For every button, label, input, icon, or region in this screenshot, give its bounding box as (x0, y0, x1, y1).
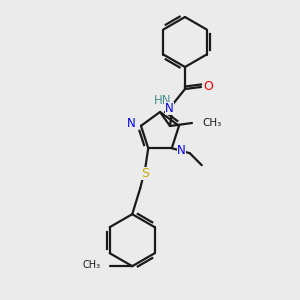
Text: N: N (127, 117, 136, 130)
Text: O: O (203, 80, 213, 92)
Text: CH₃: CH₃ (202, 118, 221, 128)
Text: CH₃: CH₃ (82, 260, 100, 270)
Text: N: N (177, 144, 185, 157)
Text: S: S (141, 167, 149, 180)
Text: HN: HN (154, 94, 172, 107)
Text: N: N (165, 101, 174, 115)
